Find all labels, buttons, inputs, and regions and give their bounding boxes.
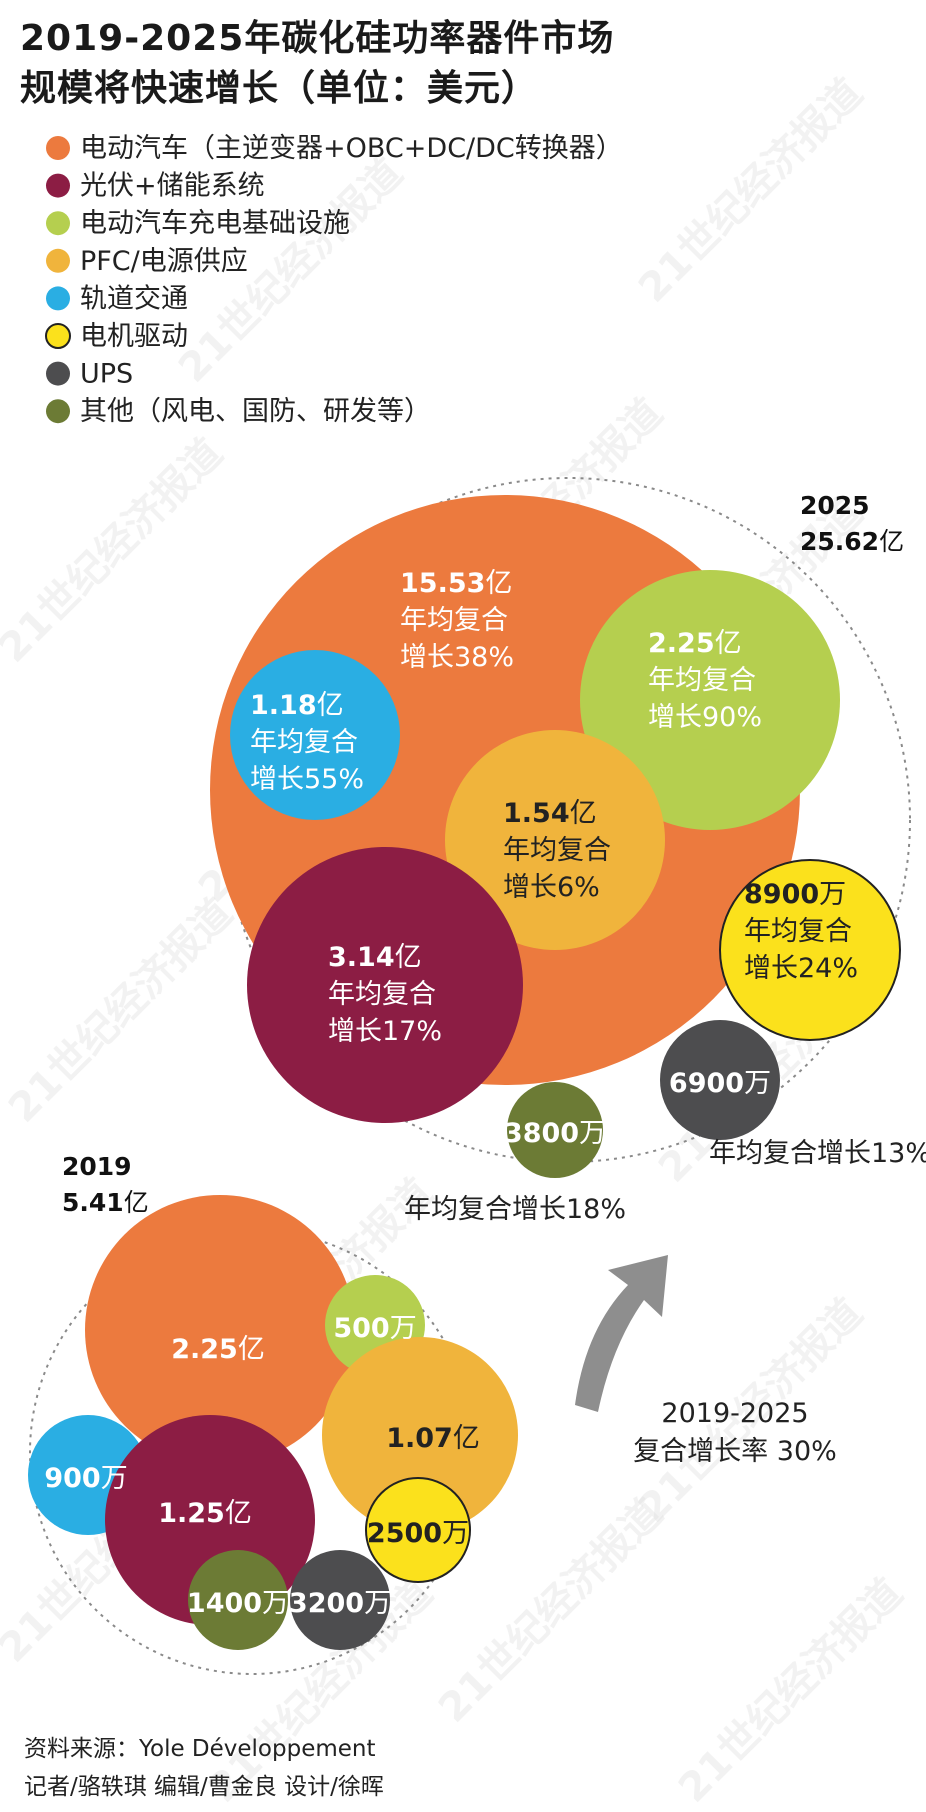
bubble-2025 [247, 847, 523, 1123]
bubble-2025 [507, 1082, 603, 1178]
legend-swatch [46, 211, 70, 236]
bubble-2019 [188, 1550, 288, 1650]
legend-swatch [46, 136, 70, 160]
cagr-label-line1: 2019-2025 [661, 1398, 808, 1429]
growth-label: 年均复合 [250, 727, 358, 758]
legend-swatch [46, 173, 70, 198]
watermark-text: 21世纪经济报道 [0, 890, 242, 1132]
title-line-2: 规模将快速增长（单位：美元） [20, 68, 539, 109]
bubble-2025 [719, 859, 901, 1041]
legend-swatch [45, 323, 71, 349]
bubble-2019 [290, 1550, 390, 1650]
data-label: 1400万 [187, 1588, 289, 1619]
data-label: 2.25亿 [171, 1334, 265, 1365]
data-label: 1.25亿 [158, 1498, 252, 1529]
data-label: 3.14亿 [328, 942, 422, 973]
data-label: 1.54亿 [503, 798, 597, 829]
growth-label: 年均复合 [744, 916, 852, 947]
data-label: 6900万 [669, 1068, 771, 1099]
data-label: 900万 [44, 1463, 127, 1494]
watermark-text: 21世纪经济报道 [630, 70, 872, 312]
legend-label: 电动汽车充电基础设施 [80, 208, 350, 239]
growth-label: 年均复合 [400, 605, 508, 636]
legend-label: PFC/电源供应 [80, 246, 248, 277]
data-label: 1.18亿 [250, 690, 344, 721]
credits: 记者/骆轶琪 编辑/曹金良 设计/徐晖 [24, 1774, 384, 1800]
legend-label: 光伏+储能系统 [80, 171, 265, 202]
legend-label: UPS [80, 359, 133, 390]
data-label: 2.25亿 [648, 628, 742, 659]
legend-label: 电机驱动 [80, 321, 188, 352]
data-label: 3800万 [504, 1118, 606, 1149]
data-label: 2500万 [367, 1518, 469, 1549]
data-label: 15.53亿 [400, 568, 512, 599]
bubble-2025 [580, 570, 840, 830]
legend-swatch [46, 361, 70, 386]
legend-swatch [46, 286, 70, 311]
bubble-2019 [322, 1337, 518, 1533]
bubbles-2019 [28, 1195, 518, 1650]
chart-title: 2019-2025年碳化硅功率器件市场 规模将快速增长（单位：美元） [20, 14, 840, 114]
label-2019-year: 2019 [62, 1152, 132, 1181]
bubble-2019 [85, 1195, 355, 1465]
bubble-2025 [660, 1020, 780, 1140]
watermark-text: 21世纪经济报道 [670, 1570, 912, 1812]
legend-label: 轨道交通 [80, 283, 188, 314]
legend: 电动汽车（主逆变器+OBC+DC/DC转换器） 光伏+储能系统电动汽车充电基础设施… [45, 133, 623, 427]
data-label: 1.07亿 [386, 1423, 480, 1454]
growth-label: 增长55% [250, 764, 364, 795]
watermark-text: 21世纪经济报道 [0, 430, 232, 672]
growth-label: 年均复合 [328, 979, 436, 1010]
growth-label: 年均复合 [648, 665, 756, 696]
cagr-label-line2: 复合增长率 30% [633, 1436, 837, 1467]
growth-label: 增长17% [328, 1016, 442, 1047]
legend-label: 其他（风电、国防、研发等） [80, 396, 431, 427]
growth-label: 增长38% [400, 642, 514, 673]
title-line-1: 2019-2025年碳化硅功率器件市场 [20, 18, 615, 59]
footer: 资料来源：Yole Développement 记者/骆轶琪 编辑/曹金良 设计… [24, 1730, 384, 1806]
growth-arrow-icon [575, 1255, 668, 1412]
legend-label: 电动汽车（主逆变器+OBC+DC/DC转换器） [80, 133, 623, 164]
bubble-2019 [365, 1477, 471, 1583]
data-label: 8900万 [744, 879, 846, 910]
growth-label: 增长6% [503, 872, 600, 903]
growth-label: 年均复合 [503, 835, 611, 866]
legend-swatch [46, 399, 70, 424]
growth-label: 年均复合增长13% [709, 1138, 926, 1169]
legend-swatch [46, 248, 70, 273]
growth-label: 增长24% [744, 953, 858, 984]
bubbles-2025 [210, 495, 901, 1178]
label-2025-total: 25.62亿 [800, 527, 904, 556]
bubble-2025 [230, 650, 400, 820]
label-2025-year: 2025 [800, 491, 870, 520]
growth-label: 年均复合增长18% [404, 1194, 626, 1225]
bubble-2025 [445, 730, 665, 950]
data-label: 3200万 [289, 1588, 391, 1619]
growth-label: 增长90% [648, 702, 762, 733]
data-label: 500万 [333, 1313, 416, 1344]
source-note: 资料来源：Yole Développement [24, 1736, 376, 1762]
label-2019-total: 5.41亿 [62, 1188, 149, 1217]
